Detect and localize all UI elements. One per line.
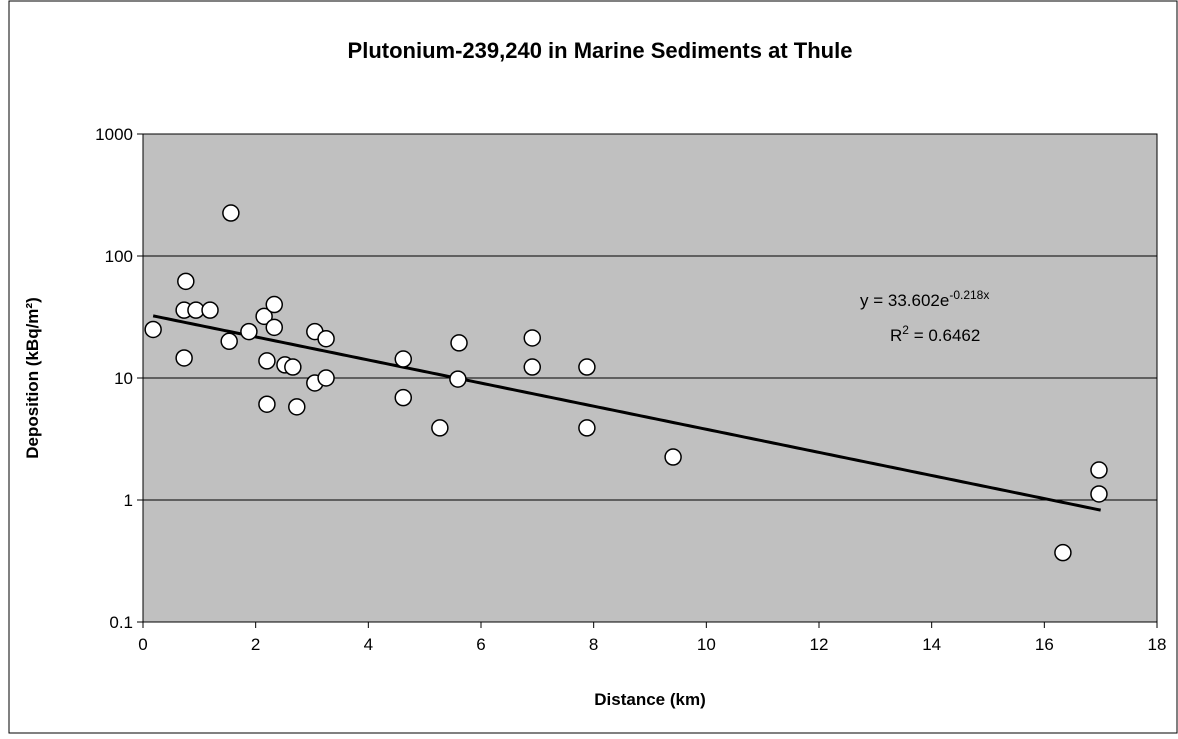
- x-tick-label: 2: [251, 635, 260, 654]
- data-point: [1090, 461, 1108, 479]
- x-tick-label: 14: [922, 635, 941, 654]
- data-point: [177, 272, 195, 291]
- data-point: [449, 370, 467, 388]
- x-axis-label: Distance (km): [594, 690, 705, 709]
- data-point: [220, 332, 238, 351]
- data-point: [201, 301, 219, 319]
- data-point: [450, 334, 468, 352]
- equation-base: y = 33.602e: [860, 291, 949, 310]
- x-tick-label: 0: [138, 635, 147, 654]
- r2-symbol: R: [890, 326, 902, 345]
- data-point: [288, 398, 306, 416]
- data-point: [1090, 485, 1108, 503]
- x-tick-label: 4: [364, 635, 373, 654]
- data-point: [240, 322, 258, 341]
- chart-title: Plutonium-239,240 in Marine Sediments at…: [348, 38, 853, 63]
- data-point: [222, 204, 240, 222]
- y-tick-label: 0.1: [109, 613, 133, 632]
- data-point: [317, 369, 335, 387]
- data-point: [258, 395, 276, 413]
- y-tick-label: 1000: [95, 125, 133, 144]
- x-tick-label: 16: [1035, 635, 1054, 654]
- data-point: [394, 388, 413, 407]
- trendline-r2: R2 = 0.6462: [890, 323, 980, 345]
- y-axis-label: Deposition (kBq/m²): [23, 297, 42, 459]
- data-point: [175, 349, 193, 367]
- y-tick-label: 100: [105, 247, 133, 266]
- data-point: [1054, 543, 1072, 562]
- data-point: [394, 350, 413, 368]
- data-point: [255, 307, 273, 326]
- r2-superscript: 2: [902, 323, 909, 337]
- data-point: [284, 358, 302, 376]
- y-tick-label: 10: [114, 369, 133, 388]
- data-point: [578, 419, 596, 437]
- data-point: [265, 295, 284, 314]
- r2-value: = 0.6462: [909, 326, 980, 345]
- x-tick-label: 10: [697, 635, 716, 654]
- x-tick-label: 12: [810, 635, 829, 654]
- x-tick-label: 18: [1148, 635, 1167, 654]
- equation-exponent: -0.218x: [949, 288, 989, 302]
- trendline: [152, 314, 1101, 512]
- data-point: [258, 352, 276, 370]
- x-tick-label: 8: [589, 635, 598, 654]
- data-point: [265, 318, 284, 337]
- data-point: [578, 358, 596, 376]
- data-point: [664, 448, 682, 466]
- data-point: [144, 320, 162, 339]
- data-point: [317, 329, 335, 348]
- y-tick-label: 1: [124, 491, 133, 510]
- trendline-equation: y = 33.602e-0.218x: [860, 288, 989, 310]
- data-point: [523, 329, 542, 347]
- data-point: [431, 419, 449, 437]
- x-tick-label: 6: [476, 635, 485, 654]
- data-point: [523, 358, 542, 376]
